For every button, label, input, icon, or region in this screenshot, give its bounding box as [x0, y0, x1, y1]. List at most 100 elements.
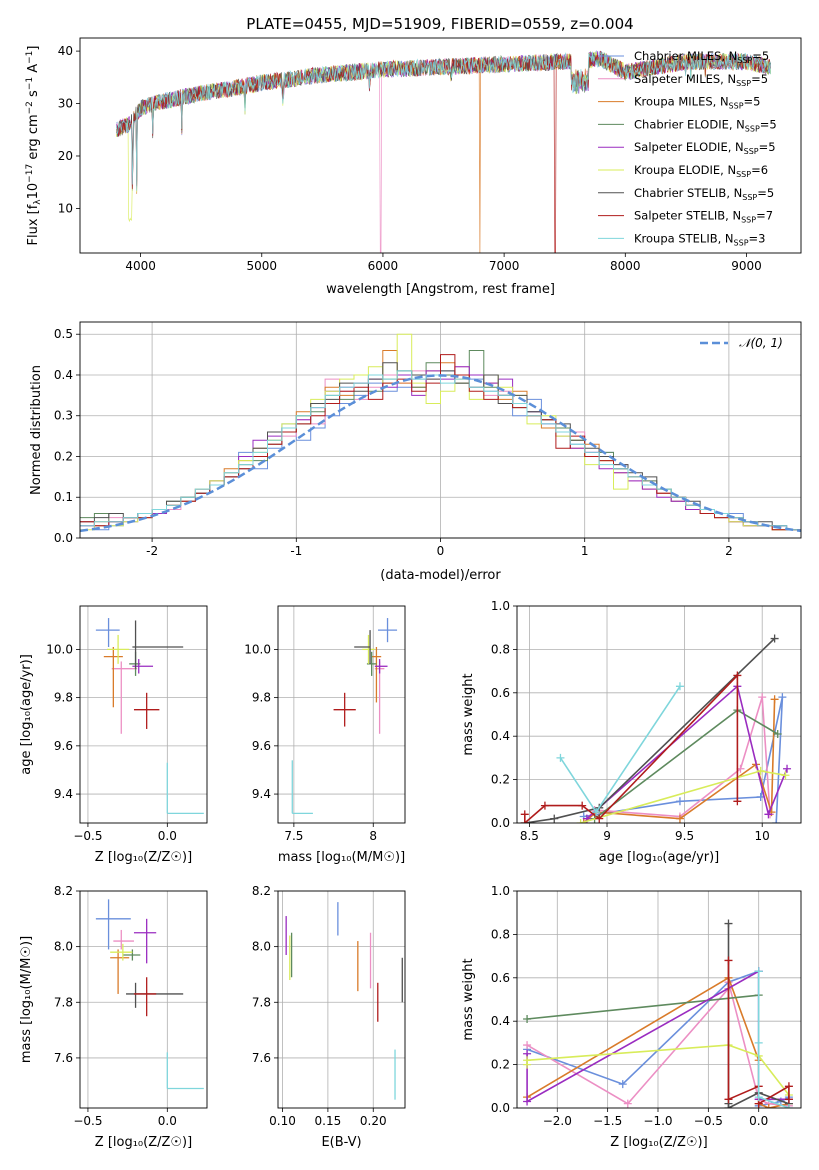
age-vs-metallicity-panel: −0.5 0.0 9.4 9.6 9.8 10.0 Z [log₁₀(Z/Z☉)] age [… — [19, 605, 208, 865]
y-axis-label: mass weight — [461, 958, 476, 1040]
weight-marker — [756, 792, 765, 801]
x-tick-label: 0.0 — [158, 829, 177, 843]
y-axis-label-part: λ — [33, 199, 43, 205]
weight-marker — [778, 693, 787, 702]
x-tick-label: 8.5 — [520, 829, 539, 843]
x-axis-label: (data-model)/error — [380, 568, 501, 583]
x-tick-label: 10 — [755, 829, 770, 843]
x-axis-label: Z [log₁₀(Z/Z☉)] — [610, 1135, 707, 1150]
weight-marker — [540, 801, 549, 810]
weight-marker — [523, 1097, 532, 1106]
legend-label-sub: SSP — [742, 193, 757, 202]
legend-label-name: Chabrier MILES, N — [634, 49, 737, 63]
weight-marker — [724, 956, 733, 965]
y-tick-label: 0.5 — [54, 327, 73, 341]
weight-marker — [675, 682, 684, 691]
y-tick-label: 0.3 — [54, 409, 73, 423]
y-axis-label-part: s — [26, 90, 41, 101]
legend-label-name: Salpeter STELIB, N — [634, 209, 741, 223]
legend-label: Chabrier ELODIE, NSSP=5 — [634, 117, 777, 133]
y-tick-label: 0.2 — [491, 773, 510, 787]
weight-marker — [783, 764, 792, 773]
y-tick-label: 0.8 — [491, 927, 510, 941]
weight-marker — [523, 1056, 532, 1065]
weight-marker — [578, 801, 587, 810]
y-axis-label-part: Flux [f — [26, 204, 41, 245]
y-tick-label: 8.2 — [252, 884, 271, 898]
mass-vs-metallicity-panel: −0.5 0.0 7.6 7.8 8.0 8.2 Z [log₁₀(Z/Z☉)] mass [… — [19, 884, 208, 1150]
y-tick-label: 8.2 — [54, 884, 73, 898]
y-tick-label: 9.4 — [252, 787, 271, 801]
plot-area — [520, 634, 792, 823]
axes-frame — [79, 37, 802, 254]
weight-marker — [523, 1041, 532, 1050]
legend-label-count: =5 — [752, 49, 769, 63]
y-tick-label: 0.6 — [491, 686, 510, 700]
y-axis-label-part: ] — [26, 46, 41, 51]
legend-label: Kroupa MILES, NSSP=5 — [634, 95, 760, 111]
weight-line-chabrier-elodie — [527, 994, 759, 1020]
weight-marker — [754, 1093, 763, 1102]
y-axis-label-part: −17 — [25, 164, 35, 183]
weight-marker — [756, 766, 765, 775]
weight-marker — [523, 1015, 532, 1024]
legend-label-count: =3 — [749, 231, 766, 245]
x-tick-label: 0.15 — [315, 1114, 342, 1128]
axes-frame — [277, 890, 406, 1109]
x-tick-label: 9.5 — [675, 829, 694, 843]
age-vs-mass-panel: 7.5 8 9.4 9.6 9.8 10.0 mass [log₁₀(M/M☉)] — [244, 605, 406, 865]
plot-area — [291, 618, 398, 815]
legend-label-count: =5 — [744, 95, 761, 109]
x-tick-label: −2.0 — [543, 1114, 572, 1128]
legend-label-name: Chabrier ELODIE, N — [634, 117, 745, 131]
legend-label-name: Chabrier STELIB, N — [634, 186, 742, 200]
legend-label-sub: SSP — [745, 124, 760, 133]
legend-label: Kroupa STELIB, NSSP=3 — [634, 231, 765, 247]
x-tick-label: 0.0 — [749, 1114, 768, 1128]
x-tick-label: 6000 — [368, 259, 399, 273]
x-tick-label: 8000 — [610, 259, 641, 273]
weight-marker — [579, 819, 588, 823]
y-tick-label: 9.4 — [54, 787, 73, 801]
y-tick-label: 9.6 — [252, 739, 271, 753]
plot-area — [523, 919, 793, 1108]
weight-marker — [784, 1104, 793, 1108]
axes-frame — [277, 605, 406, 824]
legend-label: Chabrier MILES, NSSP=5 — [634, 49, 769, 65]
spectrum-line-kroupa-stelib — [116, 51, 772, 191]
legend-label: Salpeter ELODIE, NSSP=5 — [634, 140, 776, 156]
x-tick-label: 1 — [581, 544, 589, 558]
plot-area — [285, 902, 403, 1100]
weight-line-kroupa-stelib — [757, 971, 790, 1108]
legend-label-count: =6 — [751, 163, 768, 177]
weight-marker — [623, 1099, 632, 1108]
weight-marker — [754, 967, 763, 976]
x-tick-label: 9 — [603, 829, 611, 843]
legend-label-name: Salpeter ELODIE, N — [634, 140, 744, 154]
y-tick-label: 7.8 — [54, 995, 73, 1009]
legend-label-count: =5 — [751, 72, 768, 86]
y-tick-label: 0.0 — [54, 531, 73, 545]
y-tick-label: 10 — [58, 201, 73, 215]
y-tick-label: 0.0 — [491, 816, 510, 830]
y-axis-label: Normed distribution — [29, 365, 44, 495]
x-tick-label: -1 — [290, 544, 302, 558]
y-tick-label: 9.8 — [252, 691, 271, 705]
y-axis-label-part: −1 — [25, 51, 35, 64]
x-axis-label: Z [log₁₀(Z/Z☉)] — [95, 1135, 192, 1150]
plot-area — [116, 49, 772, 253]
y-tick-label: 0.8 — [491, 642, 510, 656]
weight-marker — [754, 1038, 763, 1047]
y-axis-label: mass weight — [461, 673, 476, 755]
weight-marker — [773, 730, 782, 739]
legend-label: 𝒩(0, 1) — [739, 336, 783, 350]
y-tick-label: 7.8 — [252, 995, 271, 1009]
weight-marker — [724, 1095, 733, 1104]
legend-label-name: Kroupa ELODIE, N — [634, 163, 736, 177]
weight-marker — [758, 693, 767, 702]
mass-vs-ebv-panel: 0.10 0.15 0.20 7.6 7.8 8.0 8.2 E(B-V) — [252, 884, 406, 1150]
y-tick-label: 20 — [58, 149, 73, 163]
y-axis-label-part: −2 — [25, 101, 35, 114]
y-tick-label: 8.0 — [54, 940, 73, 954]
